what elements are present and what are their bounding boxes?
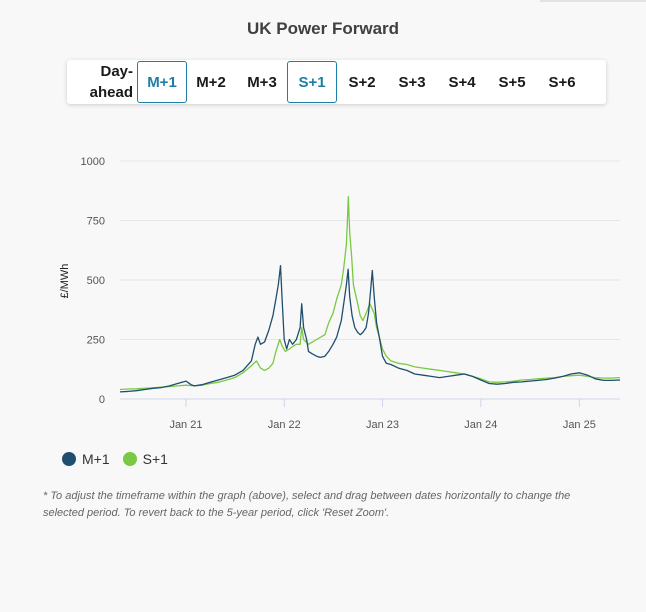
- series-line-s1[interactable]: [119, 196, 621, 391]
- tab-s1[interactable]: S+1: [287, 61, 337, 103]
- tab-s5[interactable]: S+5: [498, 73, 526, 91]
- y-axis-ticks: 0 250 500 750 1000: [81, 156, 105, 406]
- tab-bar: Day- ahead M+1 M+2 M+3 S+1 S+2 S+3 S+4 S…: [67, 60, 606, 104]
- legend-label-s1: S+1: [142, 451, 168, 467]
- x-tick-label: Jan 24: [464, 419, 497, 431]
- legend-marker-m1: [62, 452, 76, 466]
- top-edge-line: [540, 0, 646, 2]
- x-tick-label: Jan 23: [366, 419, 399, 431]
- y-tick-label: 500: [87, 275, 105, 287]
- tab-m2[interactable]: M+2: [196, 73, 226, 91]
- tab-m1[interactable]: M+1: [137, 61, 187, 103]
- tab-m3[interactable]: M+3: [247, 73, 277, 91]
- legend-label-m1: M+1: [82, 451, 110, 467]
- page-title: UK Power Forward: [246, 19, 400, 38]
- legend-item-s1[interactable]: S+1: [122, 451, 168, 467]
- legend-item-m1[interactable]: M+1: [62, 451, 110, 467]
- tab-s6[interactable]: S+6: [548, 73, 576, 91]
- tab-day-ahead[interactable]: Day- ahead: [69, 61, 135, 103]
- x-tick-label: Jan 22: [268, 419, 301, 431]
- y-axis-label: £/MWh: [59, 264, 71, 299]
- tab-day-ahead-line2: ahead: [89, 84, 133, 101]
- tab-s3[interactable]: S+3: [398, 73, 426, 91]
- series-line-m1[interactable]: [119, 265, 621, 393]
- y-tick-label: 1000: [81, 156, 105, 168]
- y-tick-label: 750: [87, 216, 105, 228]
- y-tick-label: 250: [87, 335, 105, 347]
- x-axis-ticks: Jan 21 Jan 22 Jan 23 Jan 24 Jan 25: [169, 399, 596, 431]
- zoom-instructions-note: * To adjust the timeframe within the gra…: [43, 490, 571, 519]
- tab-s4[interactable]: S+4: [448, 73, 476, 91]
- tab-day-ahead-label: Day- ahead: [90, 61, 133, 103]
- legend-marker-s1: [122, 452, 137, 466]
- x-tick-label: Jan 21: [169, 419, 202, 431]
- tab-s2[interactable]: S+2: [348, 73, 376, 91]
- chart-legend: M+1 S+1: [62, 449, 181, 469]
- tab-day-ahead-line1: Day-: [100, 63, 133, 80]
- y-tick-label: 0: [99, 394, 105, 406]
- x-tick-label: Jan 25: [563, 419, 596, 431]
- series-lines: [119, 196, 621, 393]
- chart-grid: [120, 160, 620, 400]
